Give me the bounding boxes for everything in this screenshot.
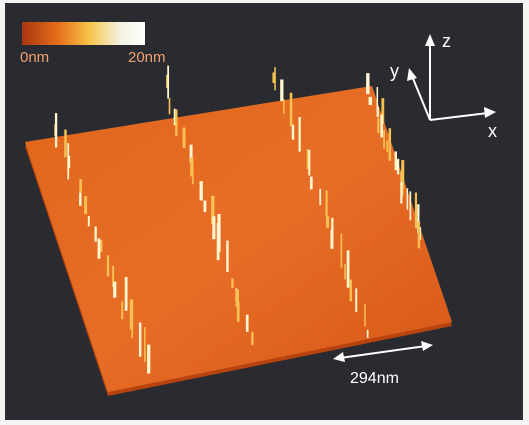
afm-image: 0nm 20nm z y x 294nm <box>0 0 529 425</box>
scale-label: 294nm <box>350 370 399 387</box>
colorbar-min: 0nm <box>20 49 49 66</box>
page: 0nm 20nm z y x 294nm (() => { const data… <box>0 0 529 425</box>
y-label: y <box>390 61 399 81</box>
x-label: x <box>488 121 497 141</box>
z-label: z <box>442 31 451 51</box>
colorbar-max: 20nm <box>128 49 166 66</box>
colorbar <box>22 22 145 45</box>
